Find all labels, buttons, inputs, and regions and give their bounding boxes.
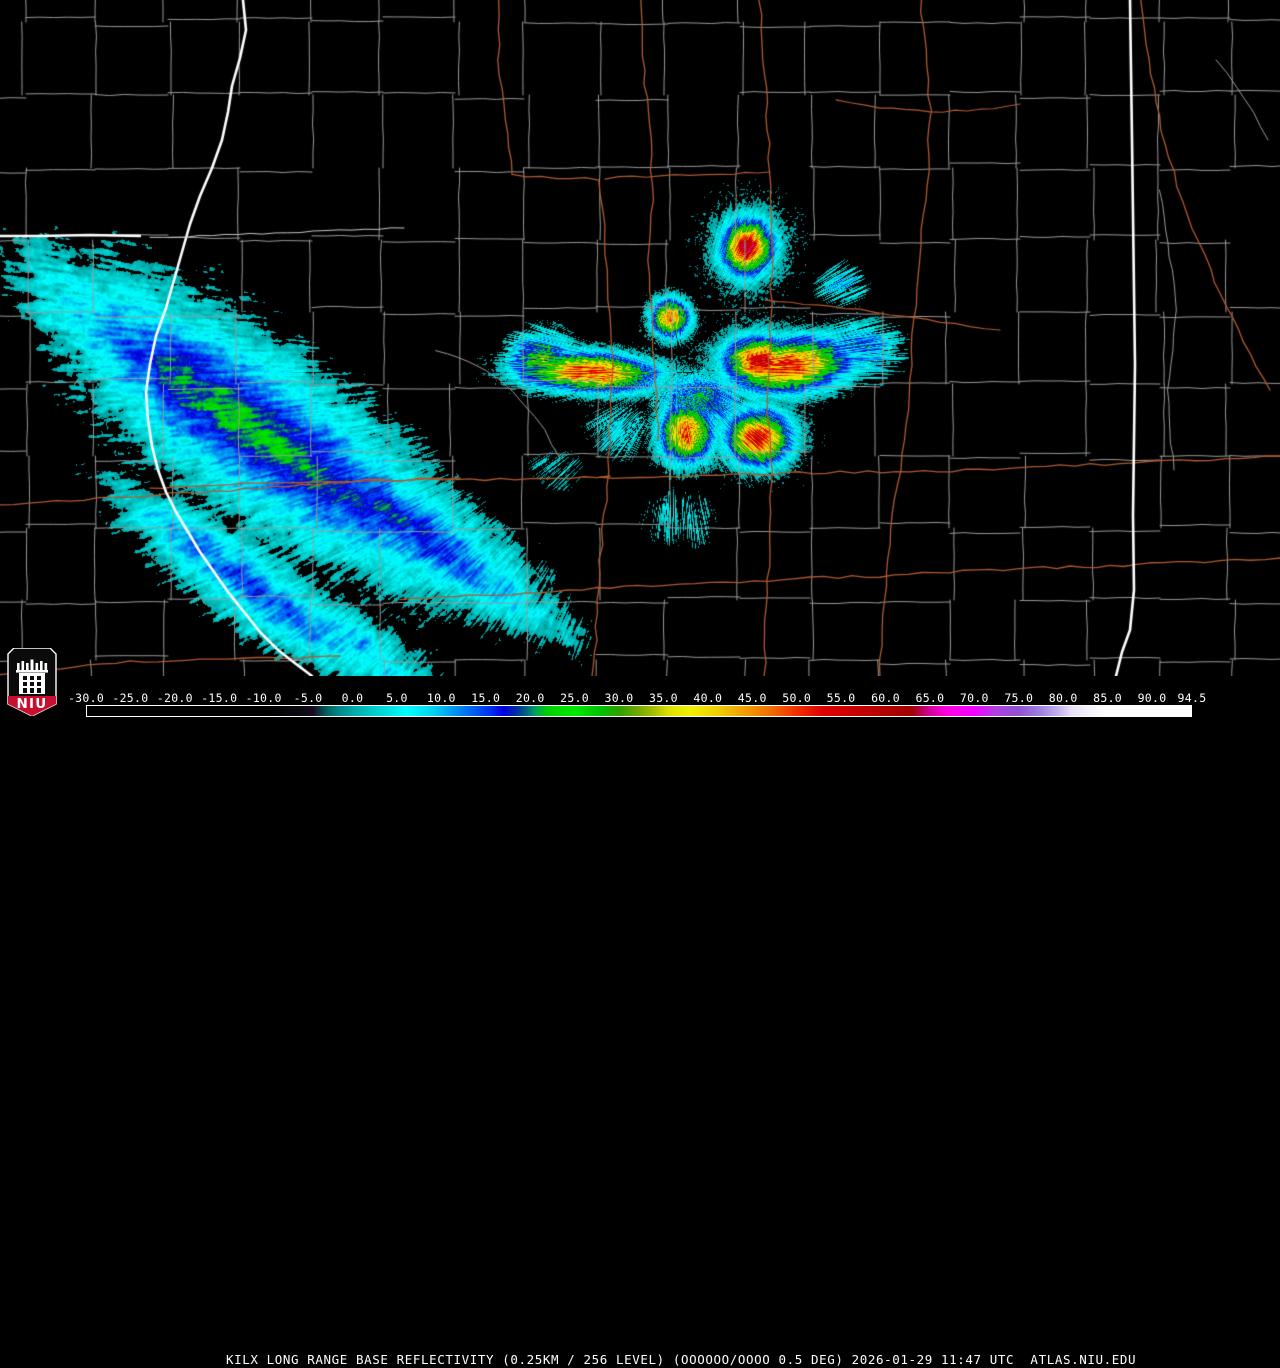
color-scale-bar bbox=[86, 705, 1192, 717]
scale-tick-label: 85.0 bbox=[1093, 691, 1123, 705]
color-scale: -30.0 -25.0 -20.0 -15.0 -10.0 -5.0 0.0 5.0 10.0 1… bbox=[0, 692, 1280, 720]
scale-tick-label: 25.0 bbox=[560, 691, 590, 705]
scale-tick-label: 40.0 bbox=[693, 691, 723, 705]
scale-tick-label: -25.0 bbox=[112, 691, 149, 705]
niu-shield-icon: NIU bbox=[7, 648, 57, 716]
radar-map[interactable] bbox=[0, 0, 1280, 676]
scale-tick-label: 60.0 bbox=[871, 691, 900, 705]
scale-tick-label: 70.0 bbox=[959, 691, 989, 705]
niu-banner-text: NIU bbox=[17, 696, 48, 712]
scale-tick-label: -10.0 bbox=[245, 691, 282, 705]
scale-tick-label: -5.0 bbox=[293, 691, 323, 705]
scale-tick-label: 80.0 bbox=[1048, 691, 1078, 705]
scale-tick-label: -20.0 bbox=[156, 691, 193, 705]
scale-tick-label: 0.0 bbox=[341, 691, 364, 705]
product-title: KILX LONG RANGE BASE REFLECTIVITY (0.25K… bbox=[226, 1352, 1137, 1367]
scale-tick-label: 35.0 bbox=[648, 691, 678, 705]
color-scale-labels: -30.0 -25.0 -20.0 -15.0 -10.0 -5.0 0.0 5.0 10.0 1… bbox=[0, 692, 1280, 705]
scale-tick-label: -30.0 bbox=[67, 691, 105, 705]
scale-tick-label: 50.0 bbox=[782, 691, 812, 705]
scale-tick-label: 20.0 bbox=[515, 691, 545, 705]
scale-tick-label: 90.0 bbox=[1137, 691, 1167, 705]
niu-logo: NIU bbox=[4, 648, 60, 716]
scale-tick-label: 15.0 bbox=[471, 691, 501, 705]
scale-tick-label: 94.5 bbox=[1177, 691, 1207, 705]
scale-tick-label: 65.0 bbox=[915, 691, 945, 705]
scale-tick-label: -15.0 bbox=[201, 691, 238, 705]
scale-tick-label: 30.0 bbox=[604, 691, 634, 705]
scale-tick-label: 75.0 bbox=[1004, 691, 1034, 705]
title-bar: KILX LONG RANGE BASE REFLECTIVITY (0.25K… bbox=[0, 676, 1280, 1367]
scale-tick-label: 45.0 bbox=[737, 691, 767, 705]
scale-tick-label: 5.0 bbox=[386, 691, 408, 705]
scale-tick-label: 55.0 bbox=[826, 691, 856, 705]
geography-overlay-layer bbox=[0, 0, 1280, 676]
scale-tick-label: 10.0 bbox=[426, 691, 456, 705]
